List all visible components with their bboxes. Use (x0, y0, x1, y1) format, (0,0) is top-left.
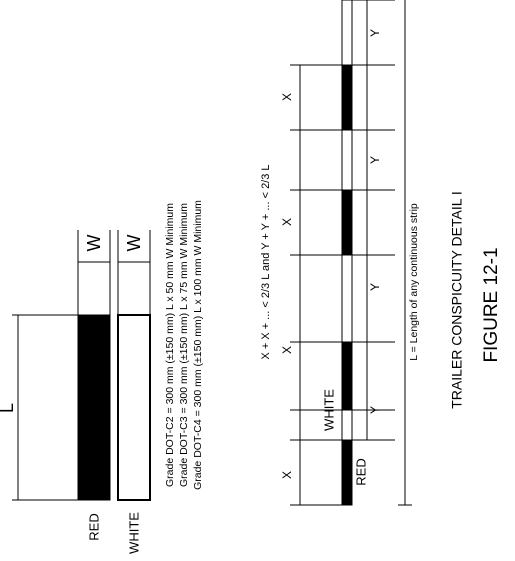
x-label: X (280, 471, 294, 479)
grade-text: Grade DOT-C4 = 300 mm (±150 mm) L x 100 … (192, 200, 204, 490)
y-label: Y (368, 406, 382, 414)
white-bar (117, 314, 151, 501)
strip (290, 0, 395, 506)
width-label: W (84, 235, 104, 252)
grade-text: Grade DOT-C3 = 300 mm (±150 mm) L x 75 m… (178, 203, 190, 487)
rule-text: X + X + ... < 2/3 L and Y + Y + ... < 2/… (260, 164, 272, 359)
red-segment (341, 341, 353, 411)
x-label: X (280, 346, 294, 354)
x-label: X (280, 218, 294, 226)
red-segment (341, 189, 353, 256)
y-label: Y (368, 156, 382, 164)
caption-title: TRAILER CONSPICUITY DETAIL I (449, 191, 465, 409)
white-segment (341, 129, 353, 191)
width-label: W (124, 235, 144, 252)
red-label: RED (353, 458, 368, 485)
bar-label: WHITE (126, 512, 141, 554)
bar-label: RED (86, 513, 101, 540)
white-label: WHITE (321, 389, 336, 431)
length-label: L (0, 403, 17, 413)
grade-text: Grade DOT-C2 = 300 mm (±150 mm) L x 50 m… (164, 203, 176, 487)
white-segment (341, 409, 353, 441)
red-segment (341, 64, 353, 131)
white-segment (341, 254, 353, 343)
white-segment (341, 0, 353, 66)
y-label: Y (368, 29, 382, 37)
red-bar (77, 314, 111, 501)
x-label: X (280, 93, 294, 101)
length-note: L = Length of any continuous strip (408, 203, 420, 361)
figure-number: FIGURE 12-1 (481, 247, 502, 362)
y-label: Y (368, 283, 382, 291)
red-segment (341, 439, 353, 506)
